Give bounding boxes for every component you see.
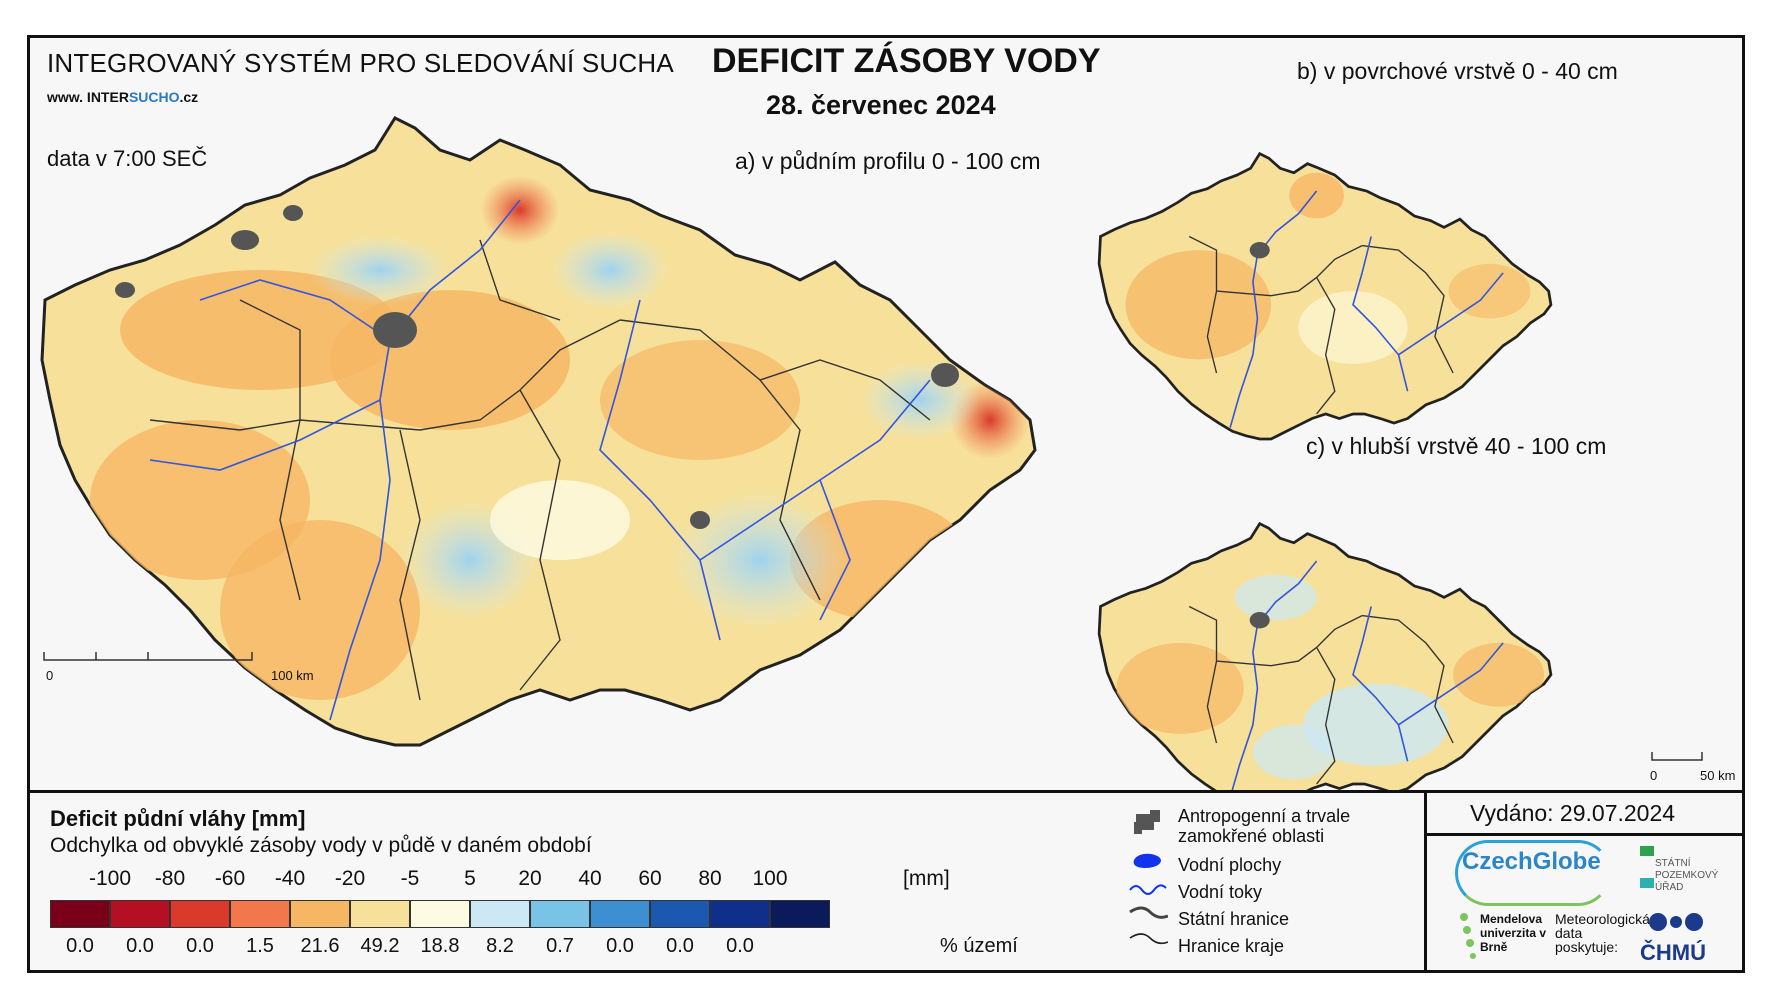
legend-swatch [470,900,530,928]
legend-percent-value: 18.8 [420,935,460,957]
legend-bin-label: -80 [154,867,186,890]
scale-small-end: 50 km [1700,768,1736,783]
legend-percent-value: 0.7 [546,935,574,957]
website-suffix: .cz [179,89,199,105]
legend-bin-label: -100 [88,867,132,890]
map-b [1097,152,1553,441]
legend-bin-label: -60 [214,867,246,890]
map-c [1097,522,1553,790]
legend-bin-label: -20 [334,867,366,890]
footer-horizontal-divider [1424,833,1745,836]
legend-swatch [590,900,650,928]
legend-bin-label: 60 [638,867,662,890]
legend-swatch [710,900,770,928]
state-border-icon [1129,906,1168,919]
czechglobe-logo: CzechGlobe [1462,848,1601,875]
system-name: INTEGROVANÝ SYSTÉM PRO SLEDOVÁNÍ SUCHA [47,48,674,78]
website-prefix: www. INTER [47,89,129,105]
legend-bin-label: 40 [578,867,602,890]
met-data-provider-label: Meteorologická data poskytuje: [1555,911,1650,955]
map-a-rivers [149,199,931,721]
key-rivers: Vodní toky [1178,882,1263,902]
map-b-label: b) v povrchové vrstvě 0 - 40 cm [1297,58,1618,84]
scale-main-start: 0 [46,668,54,683]
legend-swatch [350,900,410,928]
legend-percent-value: 0.0 [66,935,94,957]
chmu-logo: ČHMÚ [1640,940,1706,965]
scale-main-end: 100 km [271,668,314,683]
legend-swatch [290,900,350,928]
legend-percent-value: 1.5 [246,935,274,957]
legend-percent-value: 0.0 [726,935,754,957]
legend-bin-label: 5 [464,867,476,890]
key-water-bodies: Vodní plochy [1178,855,1282,875]
legend-swatch [410,900,470,928]
mendelu-logo: Mendelova univerzita v Brně [1480,912,1547,954]
legend-percent-value: 0.0 [666,935,694,957]
legend-bin-label: 100 [752,867,788,890]
czechglobe-logo-ring [1455,840,1611,906]
urban-area-icon [1134,810,1160,834]
legend-swatch [650,900,710,928]
legend-bin-label: 20 [518,867,542,890]
map-c-label: c) v hlubší vrstvě 40 - 100 cm [1306,433,1607,459]
key-urban-line2: zamokřené oblasti [1178,826,1325,846]
legend-percent-value: 8.2 [486,935,514,957]
legend-percent-value: 49.2 [360,935,400,957]
legend-bin-label: -5 [400,867,420,890]
legend-swatch [170,900,230,928]
legend-percent-value: 0.0 [606,935,634,957]
website-link[interactable]: www. INTERSUCHO.cz [47,89,198,105]
map-a-scale-bar [43,652,253,661]
legend-swatch [230,900,290,928]
mendelu-logo-icon [1460,913,1476,959]
key-urban-line1: Antropogenní a trvale [1178,806,1351,826]
map-a-urban [115,205,959,529]
chmu-logo-icon [1649,913,1703,931]
issued-date: Vydáno: 29.07.2024 [1470,800,1676,826]
map-a [40,116,1037,747]
legend-subtitle: Odchylka od obvyklé zásoby vody v půdě v… [50,834,592,857]
legend-swatch [50,900,110,928]
legend-swatch [110,900,170,928]
maps-svg [40,116,1703,790]
map-a-label: a) v půdním profilu 0 - 100 cm [735,148,1041,174]
main-title: DEFICIT ZÁSOBY VODY [712,42,1101,80]
website-highlight: SUCHO [128,89,180,105]
legend-percent-value: 0.0 [126,935,154,957]
spu-logo-icon [1640,846,1654,888]
region-border-icon [1129,933,1168,945]
river-icon [1129,884,1167,895]
map-date: 28. červenec 2024 [766,90,996,120]
spu-logo: STÁTNÍ POZEMKOVÝ ÚŘAD [1655,858,1719,893]
legend-swatch [770,900,830,928]
legend-divider [27,790,1745,793]
footer-vertical-divider [1424,790,1427,973]
key-region-border: Hranice kraje [1178,936,1285,956]
legend-unit: [mm] [903,867,950,890]
map-c-scale-bar [1651,752,1703,761]
legend-bin-label: -40 [274,867,306,890]
legend-swatch [530,900,590,928]
map-key-symbols [1129,810,1168,945]
water-body-icon [1133,853,1161,868]
legend-bin-label: 80 [698,867,722,890]
legend-percent-value: 21.6 [300,935,340,957]
data-time: data v 7:00 SEČ [47,146,208,171]
key-state-border: Státní hranice [1178,909,1290,929]
map-a-regions [149,239,931,701]
legend-percent-value: 0.0 [186,935,214,957]
legend-percent-label: % území [940,935,1018,957]
scale-small-start: 0 [1650,768,1658,783]
legend-title: Deficit půdní vláhy [mm] [50,806,306,831]
